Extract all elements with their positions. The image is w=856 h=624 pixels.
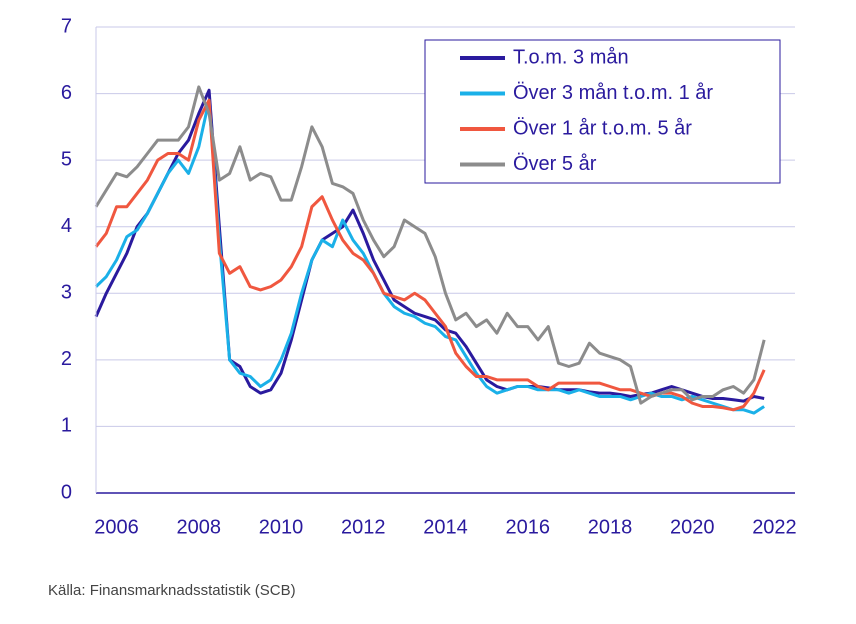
series-line bbox=[94, 85, 766, 405]
legend-label: Över 3 mån t.o.m. 1 år bbox=[513, 82, 713, 104]
y-tick-label: 4 bbox=[61, 215, 72, 237]
legend-label: Över 1 år t.o.m. 5 år bbox=[513, 117, 692, 139]
x-tick-label: 2010 bbox=[259, 516, 304, 538]
x-tick-label: 2006 bbox=[94, 516, 139, 538]
x-tick-label: 2008 bbox=[177, 516, 222, 538]
x-tick-label: 2016 bbox=[505, 516, 550, 538]
y-tick-label: 1 bbox=[61, 415, 72, 437]
y-tick-label: 7 bbox=[61, 15, 72, 37]
y-tick-label: 5 bbox=[61, 148, 72, 170]
legend-label: T.o.m. 3 mån bbox=[513, 46, 629, 68]
x-tick-label: 2020 bbox=[670, 516, 715, 538]
y-tick-label: 0 bbox=[61, 481, 72, 503]
source-note: Källa: Finansmarknadsstatistik (SCB) bbox=[48, 582, 296, 599]
x-tick-label: 2022 bbox=[752, 516, 797, 538]
legend: T.o.m. 3 mån Över 3 mån t.o.m. 1 år Över 1… bbox=[424, 39, 781, 184]
y-tick-label: 3 bbox=[61, 282, 72, 304]
y-tick-label: 6 bbox=[61, 82, 72, 104]
legend-box bbox=[424, 39, 781, 184]
x-tick-label: 2012 bbox=[341, 516, 386, 538]
y-tick-label: 2 bbox=[61, 348, 72, 370]
legend-label: Över 5 år bbox=[513, 153, 597, 175]
x-tick-label: 2018 bbox=[588, 516, 633, 538]
x-tick-label: 2014 bbox=[423, 516, 468, 538]
